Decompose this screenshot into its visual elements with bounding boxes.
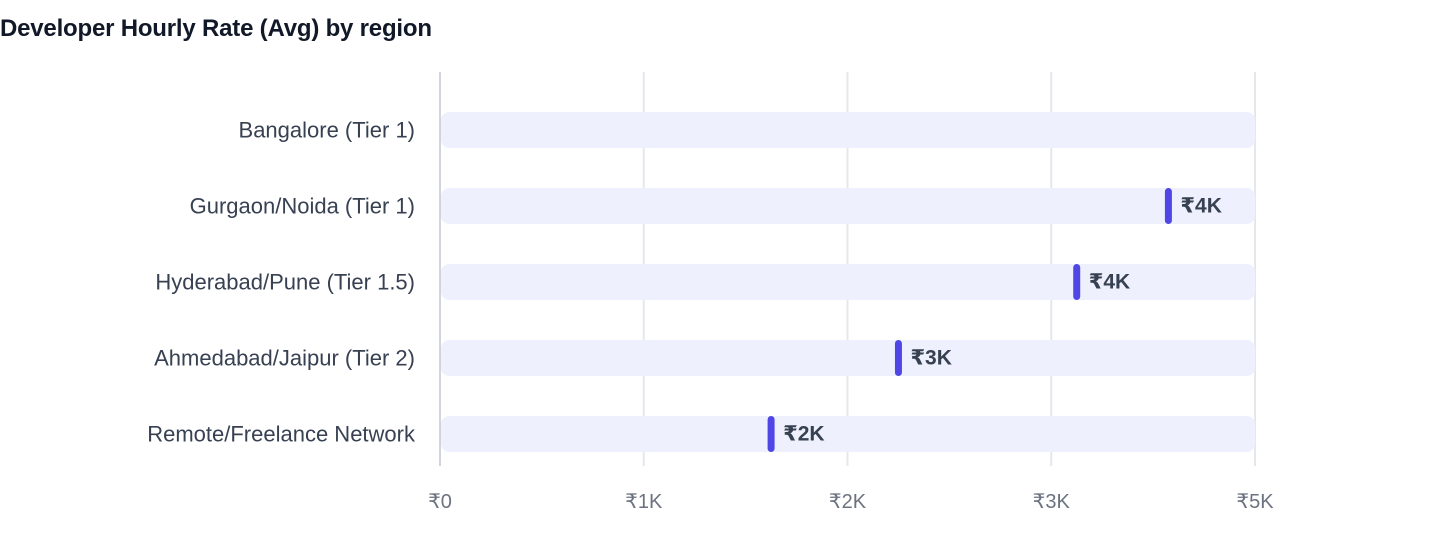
chart-title: Developer Hourly Rate (Avg) by region xyxy=(0,15,432,42)
bar-track xyxy=(441,112,1255,148)
category-label: Remote/Freelance Network xyxy=(147,422,416,447)
bar-tracks xyxy=(441,112,1255,452)
value-label: ₹4K xyxy=(1180,195,1221,218)
value-label: ₹3K xyxy=(910,347,951,370)
bar-markers xyxy=(767,188,1172,452)
x-tick-label: ₹5K xyxy=(1236,491,1274,513)
x-tick-label: ₹2K xyxy=(829,491,867,513)
bar-track xyxy=(441,264,1255,300)
value-label: ₹4K xyxy=(1089,271,1130,294)
bar-marker xyxy=(1164,188,1172,224)
bar-marker xyxy=(767,416,775,452)
x-tick-label: ₹0 xyxy=(428,491,452,513)
category-label: Ahmedabad/Jaipur (Tier 2) xyxy=(154,346,415,371)
bar-track xyxy=(441,188,1255,224)
category-label: Gurgaon/Noida (Tier 1) xyxy=(190,194,415,219)
category-label: Bangalore (Tier 1) xyxy=(239,118,415,143)
bar-marker xyxy=(894,340,902,376)
value-label: ₹2K xyxy=(783,423,824,446)
bar-marker xyxy=(1073,264,1081,300)
category-label: Hyderabad/Pune (Tier 1.5) xyxy=(155,270,415,295)
bar-track xyxy=(441,340,1255,376)
x-tick-label: ₹1K xyxy=(625,491,663,513)
x-tick-label: ₹3K xyxy=(1033,491,1071,513)
bar-track xyxy=(441,416,1255,452)
